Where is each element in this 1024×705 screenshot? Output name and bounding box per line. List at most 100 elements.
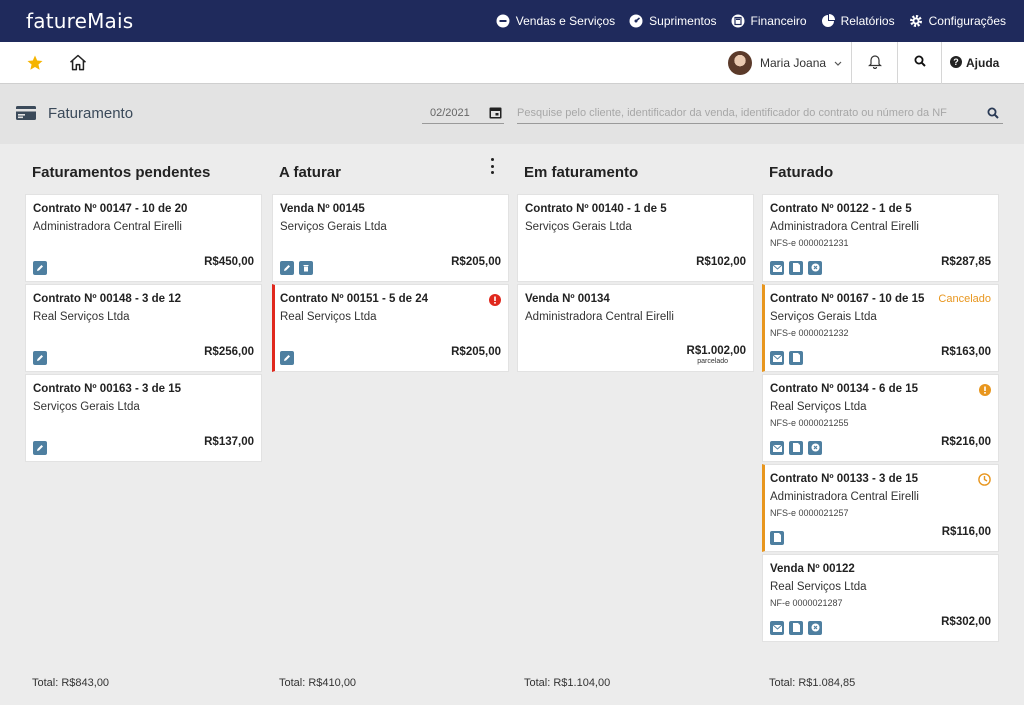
edit-button[interactable] <box>280 261 294 275</box>
help-label: Ajuda <box>966 56 1000 70</box>
star-icon[interactable] <box>26 54 44 77</box>
card-amount: R$287,85 <box>941 256 991 268</box>
menu-label: Financeiro <box>750 14 807 28</box>
email-button[interactable] <box>770 261 784 275</box>
search-input[interactable] <box>517 106 977 119</box>
cancel-icon <box>811 439 820 457</box>
card-client: Serviços Gerais Ltda <box>770 311 877 323</box>
card-amount: R$450,00 <box>204 256 254 268</box>
billing-card[interactable]: Contrato Nº 00134 - 6 de 15 Real Serviço… <box>762 374 999 462</box>
search-icon[interactable] <box>987 106 999 124</box>
edit-button[interactable] <box>280 351 294 365</box>
column-total: Total: R$843,00 <box>32 677 110 689</box>
top-nav-bar: fatureMais Vendas e Serviços Suprimentos… <box>0 0 1024 42</box>
billing-card[interactable]: Contrato Nº 00122 - 1 de 5 Administrador… <box>762 194 999 282</box>
edit-button[interactable] <box>33 441 47 455</box>
column-total: Total: R$1.084,85 <box>769 677 856 689</box>
pencil-icon <box>283 259 291 277</box>
billing-card[interactable]: Contrato Nº 00133 - 3 de 15 Administrado… <box>762 464 999 552</box>
cancel-button[interactable] <box>808 441 822 455</box>
error-icon <box>489 293 501 311</box>
card-amount: R$116,00 <box>941 526 991 538</box>
pie-chart-icon <box>821 14 835 28</box>
billing-card[interactable]: Contrato Nº 00151 - 5 de 24 Real Serviço… <box>272 284 509 372</box>
billing-card[interactable]: Venda Nº 00134 Administradora Central Ei… <box>517 284 754 372</box>
menu-suprimentos[interactable]: Suprimentos <box>629 14 717 28</box>
document-button[interactable] <box>789 441 803 455</box>
user-menu[interactable]: Maria Joana <box>718 42 852 84</box>
document-icon <box>792 619 800 637</box>
email-button[interactable] <box>770 621 784 635</box>
billing-card[interactable]: Contrato Nº 00140 - 1 de 5 Serviços Gera… <box>517 194 754 282</box>
card-client: Administradora Central Eirelli <box>770 491 919 503</box>
period-date-field[interactable]: 02/2021 <box>422 102 504 124</box>
search-field[interactable] <box>517 102 1003 124</box>
document-icon <box>792 439 800 457</box>
minus-circle-icon <box>496 14 510 28</box>
card-client: Serviços Gerais Ltda <box>280 221 387 233</box>
cancel-icon <box>811 259 820 277</box>
document-button[interactable] <box>789 621 803 635</box>
menu-label: Relatórios <box>840 14 895 28</box>
email-button[interactable] <box>770 351 784 365</box>
card-title: Contrato Nº 00122 - 1 de 5 <box>770 203 912 215</box>
calendar-icon[interactable] <box>489 106 502 122</box>
edit-button[interactable] <box>33 261 47 275</box>
billing-card-icon <box>16 106 36 125</box>
envelope-icon <box>772 619 782 637</box>
document-button[interactable] <box>789 351 803 365</box>
billing-card[interactable]: Contrato Nº 00148 - 3 de 12 Real Serviço… <box>25 284 262 372</box>
card-title: Venda Nº 00134 <box>525 293 610 305</box>
cancel-button[interactable] <box>808 621 822 635</box>
card-amount: R$102,00 <box>696 256 746 268</box>
card-amount: R$1.002,00 <box>686 345 746 357</box>
card-invoice-number: NFS-e 0000021255 <box>770 418 849 428</box>
cancel-button[interactable] <box>808 261 822 275</box>
document-button[interactable] <box>770 531 784 545</box>
card-amount: R$256,00 <box>204 346 254 358</box>
envelope-icon <box>772 439 782 457</box>
user-name: Maria Joana <box>760 56 827 70</box>
envelope-icon <box>772 349 782 367</box>
billing-card[interactable]: Venda Nº 00145 Serviços Gerais Ltda R$20… <box>272 194 509 282</box>
edit-button[interactable] <box>33 351 47 365</box>
cancel-icon <box>811 619 820 637</box>
document-icon <box>792 349 800 367</box>
chevron-down-icon <box>834 56 842 70</box>
billing-card[interactable]: Contrato Nº 00163 - 3 de 15 Serviços Ger… <box>25 374 262 462</box>
calculator-icon <box>731 14 745 28</box>
card-title: Contrato Nº 00147 - 10 de 20 <box>33 203 188 215</box>
help-button[interactable]: ? Ajuda <box>942 42 1024 84</box>
trash-icon <box>302 259 310 277</box>
pencil-icon <box>36 439 44 457</box>
menu-relatorios[interactable]: Relatórios <box>821 14 895 28</box>
billing-card[interactable]: Contrato Nº 00167 - 10 de 15 Cancelado S… <box>762 284 999 372</box>
global-search-button[interactable] <box>898 42 942 84</box>
menu-financeiro[interactable]: Financeiro <box>731 14 807 28</box>
menu-configuracoes[interactable]: Configurações <box>909 14 1006 28</box>
menu-label: Configurações <box>928 14 1006 28</box>
menu-label: Vendas e Serviços <box>515 14 616 28</box>
app-logo[interactable]: fatureMais <box>26 9 134 33</box>
document-button[interactable] <box>789 261 803 275</box>
column-total: Total: R$1.104,00 <box>524 677 611 689</box>
card-client: Real Serviços Ltda <box>280 311 377 323</box>
billing-card[interactable]: Venda Nº 00122 Real Serviços Ltda NF-e 0… <box>762 554 999 642</box>
avatar <box>728 51 752 75</box>
card-title: Contrato Nº 00140 - 1 de 5 <box>525 203 667 215</box>
billing-card[interactable]: Contrato Nº 00147 - 10 de 20 Administrad… <box>25 194 262 282</box>
card-title: Contrato Nº 00163 - 3 de 15 <box>33 383 182 395</box>
email-button[interactable] <box>770 441 784 455</box>
svg-text:?: ? <box>953 57 959 67</box>
column-options-button[interactable] <box>488 158 496 174</box>
clock-icon <box>978 473 991 491</box>
card-invoice-number: NFS-e 0000021232 <box>770 328 849 338</box>
help-icon: ? <box>950 55 962 71</box>
card-client: Serviços Gerais Ltda <box>525 221 632 233</box>
date-value: 02/2021 <box>430 106 470 119</box>
notifications-button[interactable] <box>852 42 898 84</box>
card-amount: R$205,00 <box>451 346 501 358</box>
menu-vendas-servicos[interactable]: Vendas e Serviços <box>496 14 615 28</box>
delete-button[interactable] <box>299 261 313 275</box>
home-icon[interactable] <box>68 53 88 78</box>
